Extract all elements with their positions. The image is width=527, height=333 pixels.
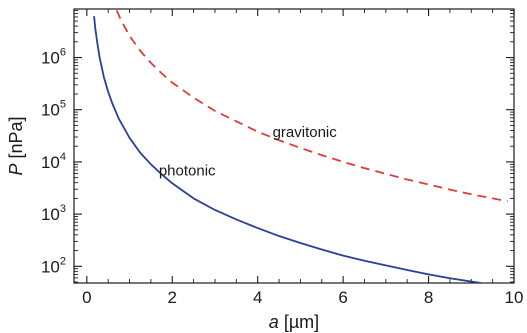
annotations: gravitonic photonic (159, 124, 337, 179)
series-lines (93, 10, 508, 283)
ticks (74, 9, 515, 283)
y-axis-label: P [nPa] (6, 116, 26, 175)
y-tick-label: 102 (41, 255, 66, 276)
x-tick-label: 2 (168, 288, 177, 307)
x-tick-label: 8 (424, 288, 433, 307)
x-tick-label: 6 (338, 288, 347, 307)
annotation-gravitonic: gravitonic (273, 124, 338, 141)
x-tick-label: 10 (505, 288, 524, 307)
y-tick-label: 103 (41, 203, 66, 224)
annotation-photonic: photonic (159, 162, 216, 179)
y-tick-label: 105 (41, 99, 66, 120)
series-line-photonic (93, 16, 487, 283)
series-line-gravitonic (115, 10, 508, 203)
x-tick-label: 4 (253, 288, 262, 307)
x-tick-label: 0 (82, 288, 91, 307)
y-tick-label: 104 (41, 151, 66, 172)
tick-labels: 0 2 4 6 8 10 102 103 104 105 106 (41, 47, 524, 307)
y-tick-label: 106 (41, 47, 66, 68)
x-axis-label: a [µm] (269, 312, 319, 332)
